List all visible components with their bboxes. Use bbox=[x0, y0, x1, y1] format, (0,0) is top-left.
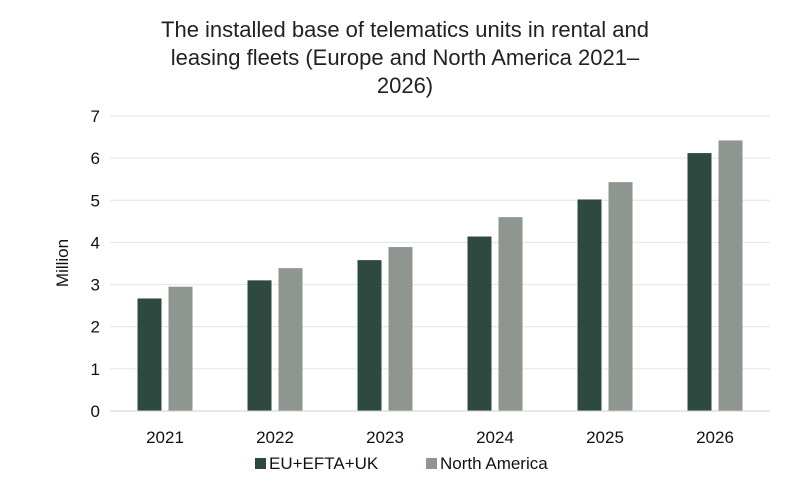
bar-eu-efta-uk-2023 bbox=[357, 260, 382, 411]
chart-title-line-2: leasing fleets (Europe and North America… bbox=[171, 45, 640, 70]
y-axis-ticks: 0 1 2 3 4 5 6 7 bbox=[91, 107, 100, 421]
y-axis-label: Million bbox=[53, 239, 72, 287]
bar-eu-efta-uk-2022 bbox=[247, 280, 272, 411]
legend: EU+EFTA+UK North America bbox=[255, 454, 548, 473]
bar-north-america-2021 bbox=[168, 286, 193, 411]
bar-north-america-2022 bbox=[278, 268, 303, 411]
bar-eu-efta-uk-2021 bbox=[137, 298, 162, 411]
bar-north-america-2024 bbox=[498, 217, 523, 411]
gridlines bbox=[110, 115, 770, 370]
x-tick-label: 2024 bbox=[476, 428, 514, 447]
bar-north-america-2023 bbox=[388, 247, 413, 411]
y-tick-label: 0 bbox=[91, 402, 100, 421]
x-tick-label: 2026 bbox=[696, 428, 734, 447]
chart-title-line-3: 2026) bbox=[377, 73, 433, 98]
x-tick-label: 2025 bbox=[586, 428, 624, 447]
y-tick-label: 4 bbox=[91, 233, 100, 252]
y-tick-label: 7 bbox=[91, 107, 100, 126]
legend-swatch bbox=[255, 458, 266, 469]
chart-title-line-1: The installed base of telematics units i… bbox=[161, 17, 649, 42]
legend-label: North America bbox=[440, 454, 548, 473]
y-tick-label: 2 bbox=[91, 318, 100, 337]
bar-north-america-2025 bbox=[608, 182, 633, 411]
legend-label: EU+EFTA+UK bbox=[269, 454, 379, 473]
bar-north-america-2026 bbox=[718, 140, 743, 411]
x-axis-ticks: 2021 2022 2023 2024 2025 2026 bbox=[146, 428, 734, 447]
x-tick-label: 2022 bbox=[256, 428, 294, 447]
chart-title: The installed base of telematics units i… bbox=[161, 17, 649, 98]
bars bbox=[137, 140, 743, 412]
bar-eu-efta-uk-2025 bbox=[577, 199, 602, 411]
y-tick-label: 3 bbox=[91, 276, 100, 295]
y-tick-label: 5 bbox=[91, 191, 100, 210]
x-tick-label: 2021 bbox=[146, 428, 184, 447]
bar-eu-efta-uk-2026 bbox=[687, 153, 712, 412]
y-tick-label: 6 bbox=[91, 149, 100, 168]
y-tick-label: 1 bbox=[91, 360, 100, 379]
x-tick-label: 2023 bbox=[366, 428, 404, 447]
legend-swatch bbox=[426, 458, 437, 469]
bar-eu-efta-uk-2024 bbox=[467, 236, 492, 411]
